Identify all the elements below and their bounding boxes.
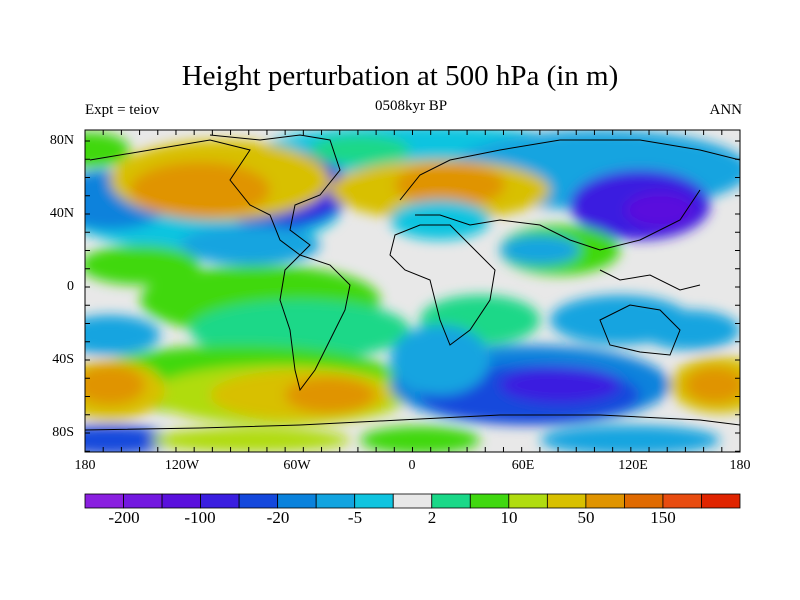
contour-region [360,426,480,452]
colorbar-box [161,493,201,509]
contour-region [85,245,200,285]
colorbar-box [431,493,471,509]
contour-region [625,192,695,228]
lon-label: 0 [408,458,416,473]
colorbar-label: -100 [184,508,216,527]
colorbar-box [277,493,317,509]
colorbar-box [354,493,394,509]
contour-region [85,365,145,405]
contour-region [685,367,740,403]
colorbar-box [701,493,741,509]
lon-label: 180 [74,458,96,473]
contour-region [85,425,170,452]
colorbar-label: 2 [427,508,437,527]
lon-label: 180 [729,458,751,473]
colorbar-box [315,493,356,509]
colorbar-box [508,493,548,509]
colorbar-box [469,493,510,509]
colorbar-box [546,493,587,509]
contour-region [150,428,350,452]
contour-region [640,310,740,350]
colorbar-box [238,493,279,509]
contour-region [540,425,720,452]
lat-label: 80N [49,133,74,148]
season-label: ANN [709,102,743,118]
contour-region [390,200,490,240]
contour-region [180,225,320,265]
figure-title: Height perturbation at 500 hPa (in m) [181,60,619,92]
contour-region [500,235,580,265]
colorbar-box [392,493,433,509]
colorbar-box [662,493,702,509]
contour-region [390,325,490,395]
contour-region [500,367,620,403]
contour-region [310,135,410,165]
coastlines [85,134,740,431]
colorbar-label: -200 [108,508,140,527]
contour-field [85,130,740,452]
experiment-label: Expt = teiov [85,102,160,118]
colorbar-label: 150 [650,508,676,527]
lat-label: 80S [52,425,74,440]
colorbar-label: 50 [577,508,595,527]
period-label: 0508kyr BP [374,98,448,114]
contour-region [190,300,410,360]
contour-region [285,377,375,413]
contour-region [130,162,270,218]
colorbar-box [123,493,163,509]
contour-region [85,315,160,355]
lon-label: 60W [283,458,311,473]
colorbar-box [585,493,625,509]
colorbar-box [624,493,664,509]
colorbar [84,493,741,509]
colorbar-box [84,493,124,509]
colorbar-label: -20 [266,508,290,527]
lon-label: 120W [164,458,200,473]
lat-label: 40N [49,206,74,221]
colorbar-box [200,493,240,509]
lat-label: 0 [67,279,74,294]
lon-label: 60E [511,458,535,473]
colorbar-label: 10 [500,508,518,527]
lat-label: 40S [52,352,74,367]
lon-label: 120E [618,458,648,473]
colorbar-label: -5 [347,508,363,527]
